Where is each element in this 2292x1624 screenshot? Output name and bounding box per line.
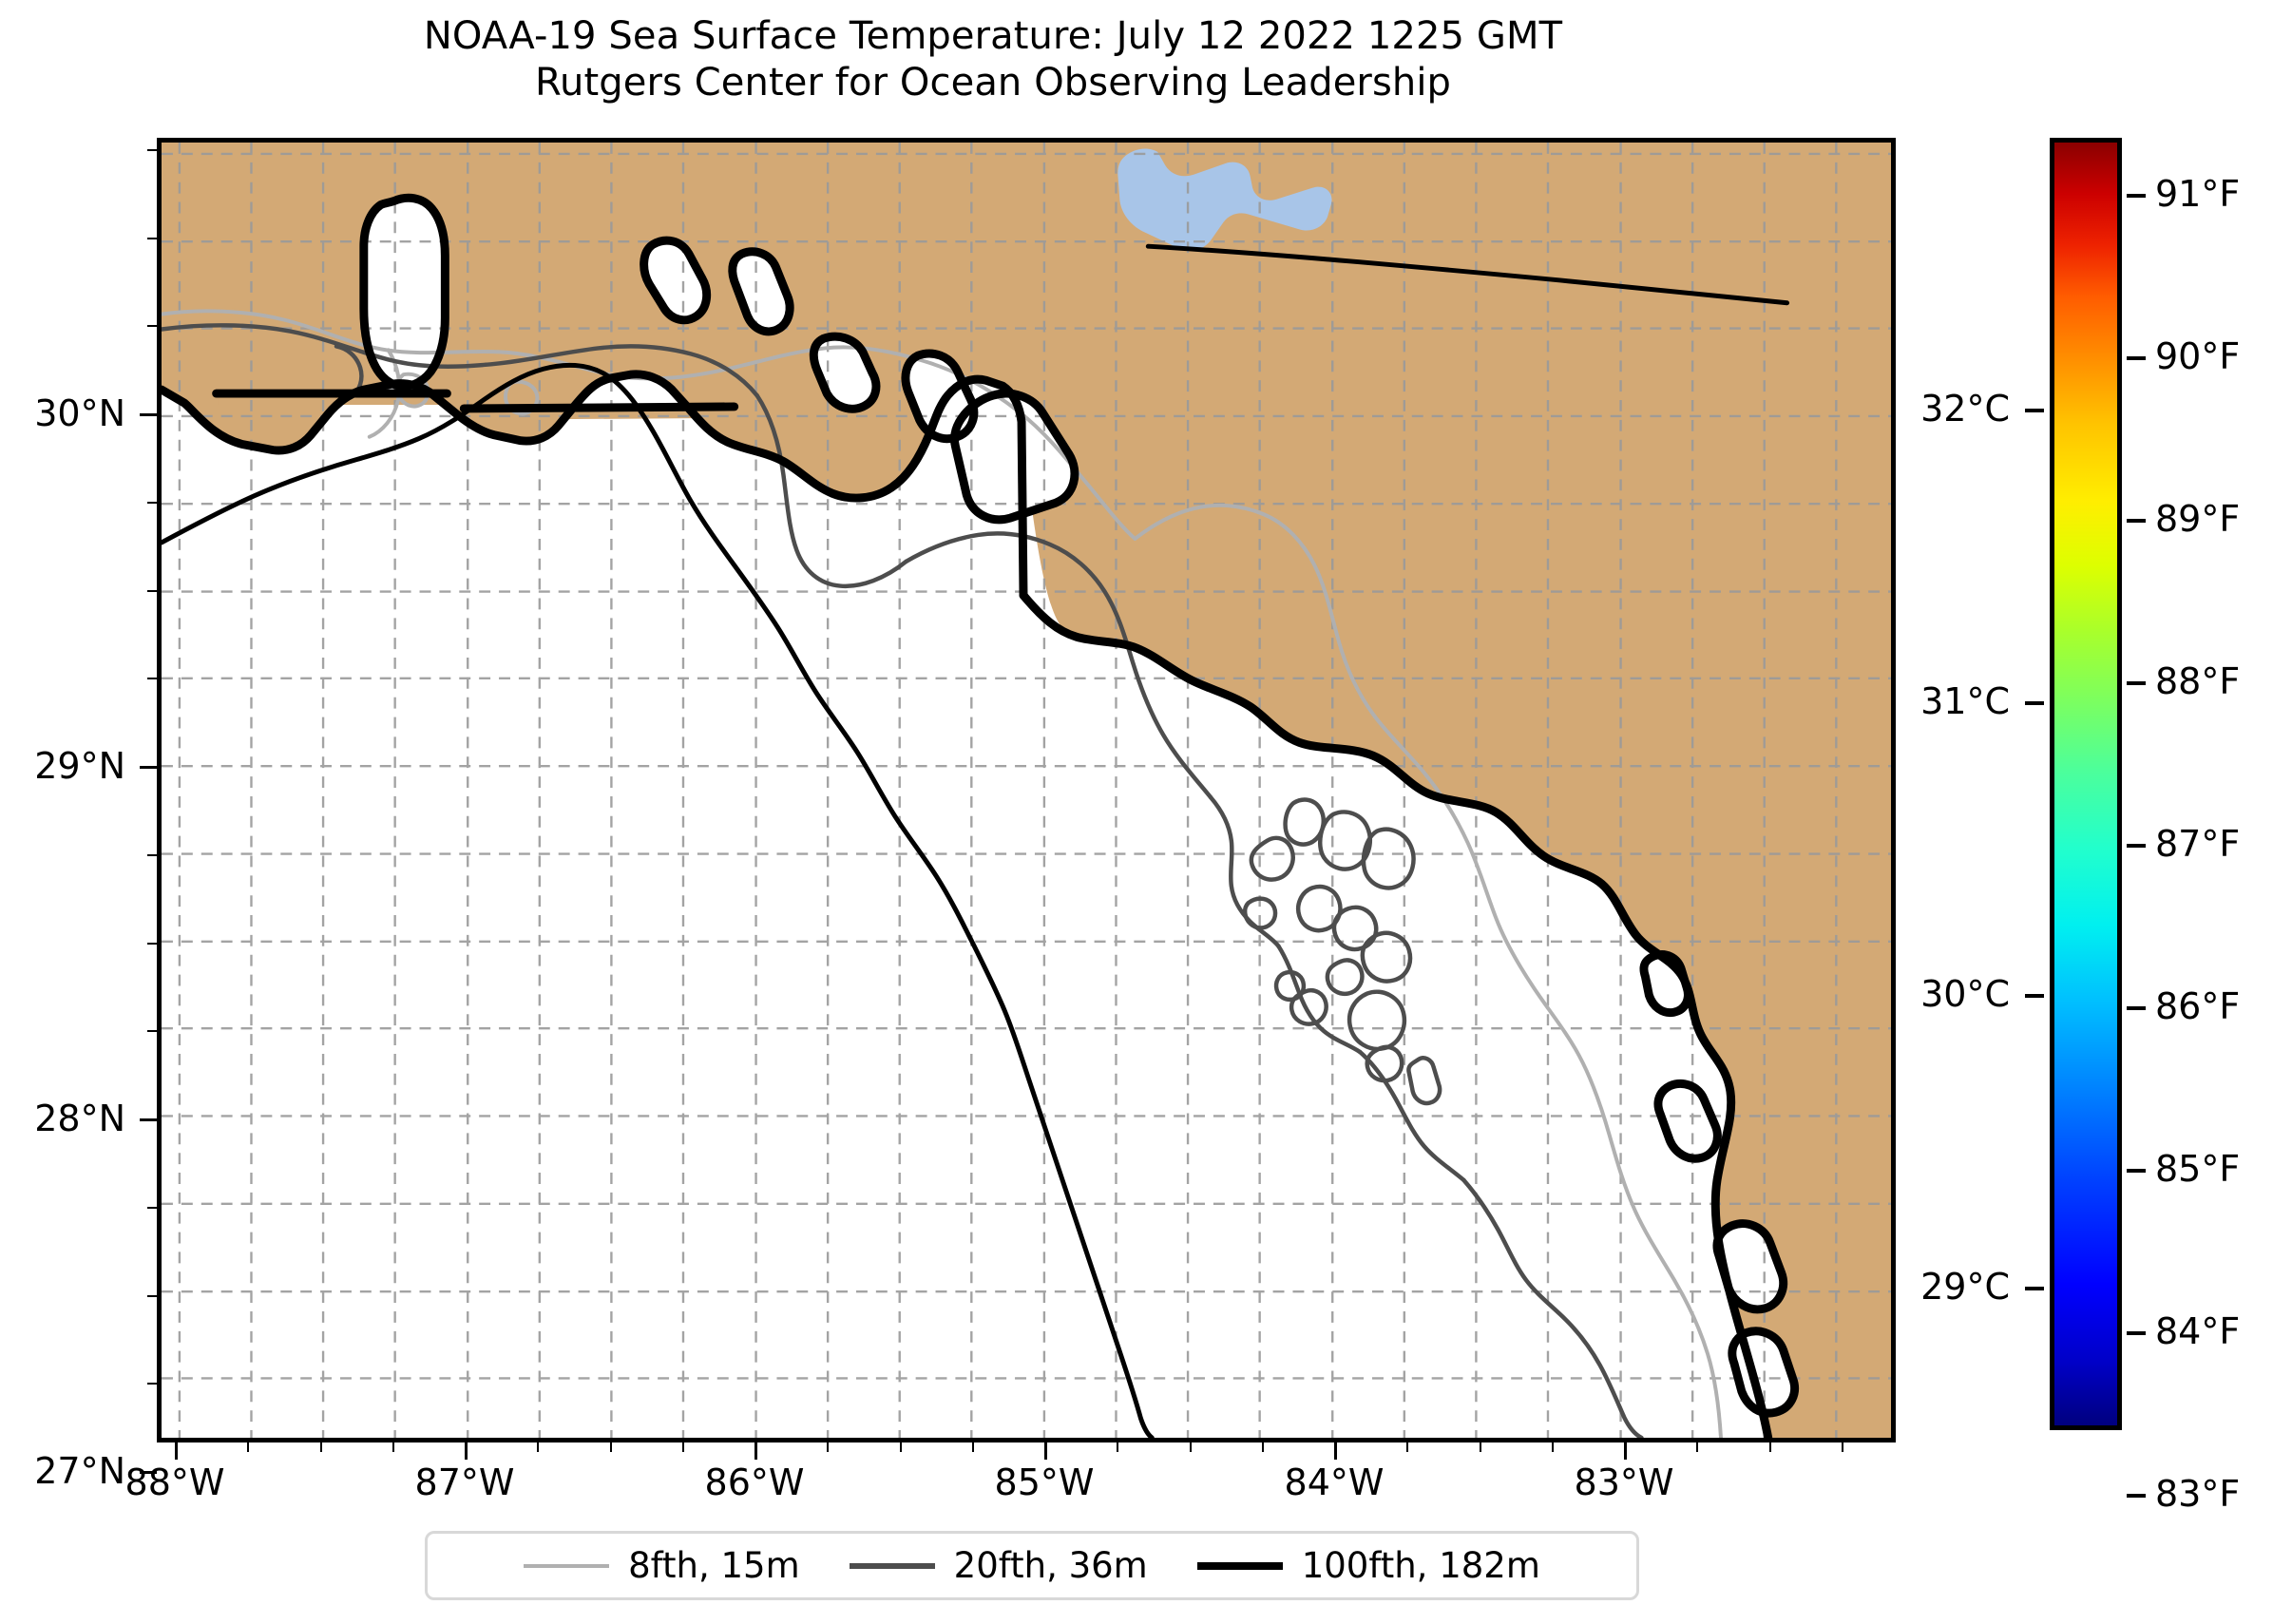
xtick-mark: [754, 1442, 757, 1460]
xtick-minor-mark: [1842, 1442, 1843, 1452]
colorbar-label-f: 86°F: [2155, 985, 2241, 1027]
coastline: [162, 193, 1799, 1438]
contour-20fth-36m: [162, 323, 1644, 1438]
bathymetry-legend[interactable]: 8fth, 15m 20fth, 36m 100fth, 182m: [425, 1531, 1639, 1600]
colorbar-label-f: 83°F: [2155, 1473, 2241, 1515]
xtick-minor-mark: [1769, 1442, 1771, 1452]
ytick-mark: [140, 766, 157, 769]
colorbar-tick-f: [2127, 356, 2146, 360]
xtick-mark: [1334, 1442, 1337, 1460]
map-gridlines: [162, 143, 1891, 1438]
ytick-label: 29°N: [34, 745, 125, 787]
xtick-label: 84°W: [1284, 1462, 1385, 1503]
ytick-minor-mark: [147, 1383, 157, 1385]
xtick-label: 83°W: [1574, 1462, 1674, 1503]
xtick-minor-mark: [392, 1442, 394, 1452]
xtick-minor-mark: [827, 1442, 829, 1452]
ytick-minor-mark: [147, 678, 157, 679]
ytick-mark: [140, 1118, 157, 1121]
ytick-minor-mark: [147, 325, 157, 327]
colorbar-label-c: 32°C: [1920, 388, 2010, 430]
legend-label-8fth: 8fth, 15m: [628, 1545, 800, 1586]
legend-item-100fth[interactable]: 100fth, 182m: [1196, 1545, 1540, 1586]
legend-label-20fth: 20fth, 36m: [953, 1545, 1148, 1586]
colorbar-tick-c: [2025, 1287, 2044, 1290]
xtick-minor-mark: [900, 1442, 902, 1452]
ytick-minor-mark: [147, 238, 157, 239]
ytick-label: 30°N: [34, 392, 125, 434]
xtick-minor-mark: [610, 1442, 612, 1452]
colorbar-tick-f: [2127, 519, 2146, 523]
xtick-minor-mark: [682, 1442, 684, 1452]
colorbar-label-c: 29°C: [1920, 1266, 2010, 1308]
xtick-minor-mark: [1480, 1442, 1481, 1452]
xtick-minor-mark: [537, 1442, 539, 1452]
xtick-minor-mark: [1117, 1442, 1118, 1452]
ytick-minor-mark: [147, 149, 157, 151]
ytick-minor-mark: [147, 502, 157, 504]
ytick-label: 28°N: [34, 1098, 125, 1139]
lake-polygon: [1117, 148, 1332, 251]
legend-item-8fth[interactable]: 8fth, 15m: [524, 1545, 800, 1586]
xtick-label: 85°W: [994, 1462, 1095, 1503]
ytick-minor-mark: [147, 1295, 157, 1297]
xtick-minor-mark: [972, 1442, 974, 1452]
map-plot-area[interactable]: [157, 138, 1896, 1442]
colorbar-label-c: 30°C: [1920, 973, 2010, 1015]
xtick-minor-mark: [1262, 1442, 1264, 1452]
colorbar-tick-c: [2025, 994, 2044, 998]
legend-line-20fth: [849, 1562, 935, 1569]
xtick-mark: [175, 1442, 178, 1460]
xtick-minor-mark: [1552, 1442, 1554, 1452]
xtick-mark: [465, 1442, 468, 1460]
xtick-mark: [1044, 1442, 1047, 1460]
xtick-minor-mark: [247, 1442, 249, 1452]
ytick-label: 27°N: [34, 1450, 125, 1492]
ytick-minor-mark: [147, 1207, 157, 1209]
legend-label-100fth: 100fth, 182m: [1301, 1545, 1540, 1586]
colorbar-gradient: [2054, 143, 2117, 1425]
xtick-minor-mark: [1696, 1442, 1698, 1452]
legend-line-8fth: [524, 1563, 610, 1568]
colorbar-label-f: 87°F: [2155, 823, 2241, 865]
sst-map-graphic: [162, 143, 1891, 1438]
colorbar-tick-f: [2127, 844, 2146, 848]
xtick-minor-mark: [1190, 1442, 1192, 1452]
temperature-colorbar[interactable]: [2050, 138, 2122, 1430]
legend-line-100fth: [1196, 1561, 1283, 1570]
xtick-minor-mark: [320, 1442, 322, 1452]
ytick-minor-mark: [147, 590, 157, 592]
title-line-1: NOAA-19 Sea Surface Temperature: July 12…: [423, 14, 1563, 58]
colorbar-tick-f: [2127, 681, 2146, 685]
xtick-mark: [1624, 1442, 1627, 1460]
xtick-label: 86°W: [704, 1462, 805, 1503]
colorbar-label-c: 31°C: [1920, 680, 2010, 722]
chart-title: NOAA-19 Sea Surface Temperature: July 12…: [0, 13, 1986, 106]
title-line-2: Rutgers Center for Ocean Observing Leade…: [534, 60, 1452, 105]
xtick-label: 88°W: [124, 1462, 225, 1503]
ytick-minor-mark: [147, 943, 157, 945]
ytick-minor-mark: [147, 854, 157, 856]
colorbar-tick-f: [2127, 1494, 2146, 1498]
colorbar-label-f: 89°F: [2155, 498, 2241, 540]
colorbar-label-f: 88°F: [2155, 660, 2241, 702]
colorbar-label-f: 84°F: [2155, 1310, 2241, 1352]
contour-100fth-182m: [162, 243, 1790, 1438]
ytick-mark: [140, 413, 157, 416]
colorbar-label-f: 85°F: [2155, 1148, 2241, 1190]
xtick-label: 87°W: [414, 1462, 515, 1503]
ytick-minor-mark: [147, 1030, 157, 1032]
colorbar-tick-f: [2127, 1006, 2146, 1010]
legend-item-20fth[interactable]: 20fth, 36m: [849, 1545, 1148, 1586]
colorbar-tick-f: [2127, 1169, 2146, 1173]
colorbar-label-f: 91°F: [2155, 173, 2241, 215]
colorbar-tick-c: [2025, 701, 2044, 705]
ytick-mark: [140, 1471, 157, 1474]
colorbar-label-f: 90°F: [2155, 335, 2241, 377]
colorbar-tick-f: [2127, 194, 2146, 198]
colorbar-tick-f: [2127, 1331, 2146, 1335]
xtick-minor-mark: [1406, 1442, 1408, 1452]
colorbar-tick-c: [2025, 409, 2044, 412]
